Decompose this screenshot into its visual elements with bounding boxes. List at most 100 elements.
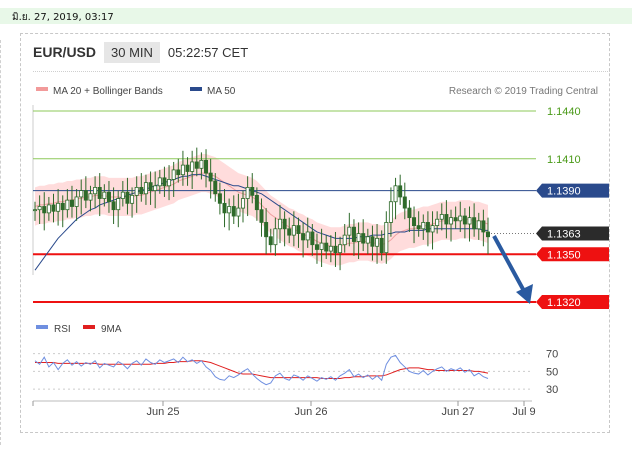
ma50-legend-swatch <box>190 87 202 91</box>
candle-body <box>361 233 366 244</box>
candle-body <box>185 164 190 172</box>
candle-body <box>458 215 463 222</box>
candle-body <box>208 172 213 182</box>
candle-body <box>388 201 393 223</box>
candle-body <box>222 202 227 214</box>
level-label-1.1410: 1.1410 <box>547 154 581 166</box>
level-label-1.1320: 1.1320 <box>547 297 581 309</box>
candle-body <box>259 209 264 223</box>
candle-body <box>97 186 102 199</box>
candle-body <box>120 191 125 199</box>
candle-body <box>444 214 449 225</box>
candle-body <box>51 204 56 212</box>
candle-body <box>245 186 250 199</box>
candle-body <box>462 215 467 225</box>
candle-body <box>291 225 296 236</box>
level-tag-1.1320 <box>536 295 609 309</box>
candle-body <box>384 222 389 254</box>
candle-body <box>365 236 370 244</box>
credit-label: Research © 2019 Trading Central <box>449 86 598 97</box>
candle-body <box>453 217 458 222</box>
candle-body <box>485 231 491 238</box>
candle-body <box>439 214 444 220</box>
candle-body <box>111 201 116 211</box>
candle-body <box>449 217 454 225</box>
candle-body <box>148 182 153 191</box>
bollinger-legend-swatch <box>36 87 48 91</box>
candle-body <box>393 185 398 203</box>
candle-body <box>83 190 88 201</box>
candle-body <box>416 225 421 230</box>
candle-body <box>287 228 292 236</box>
candle-body <box>319 242 324 250</box>
candle-body <box>268 236 273 246</box>
candle-body <box>171 169 176 180</box>
candle-body <box>139 186 144 195</box>
candle-body <box>310 231 315 246</box>
x-axis-layer: Jun 25 Jun 26 Jun 27 Jul 9 <box>32 401 536 418</box>
ma50-legend-label: MA 50 <box>207 86 236 97</box>
chart-time: 05:22:57 CET <box>167 44 249 60</box>
candle-body <box>296 225 301 234</box>
candle-body <box>116 198 121 211</box>
candle-body <box>227 206 232 214</box>
candle-body <box>467 217 472 225</box>
candle-body <box>79 190 84 198</box>
timestamp-bar: มิ.ย. 27, 2019, 03:17 <box>0 8 632 24</box>
candle-body <box>412 217 417 226</box>
level-label-1.1350: 1.1350 <box>547 249 581 261</box>
candle-body <box>472 217 477 230</box>
level-label-1.1363: 1.1363 <box>547 229 581 241</box>
rsi-legend-swatch <box>36 325 48 329</box>
x-tick-label: Jun 26 <box>294 406 327 418</box>
candle-body <box>347 226 352 236</box>
level-label-1.1440: 1.1440 <box>547 106 581 118</box>
candle-body <box>370 236 375 247</box>
candle-body <box>102 191 107 199</box>
x-tick-label: Jul 9 <box>512 406 535 418</box>
candle-body <box>130 194 135 204</box>
rsi-ma-line <box>35 360 489 379</box>
candle-body <box>134 186 139 196</box>
level-tag-1.1363 <box>536 226 609 241</box>
header-divider <box>33 71 610 72</box>
candle-body <box>398 185 403 198</box>
candle-body <box>425 222 430 233</box>
candle-body <box>65 199 70 211</box>
bollinger-legend-label: MA 20 + Bollinger Bands <box>53 86 163 97</box>
level-tag-1.1390 <box>536 183 609 198</box>
candle-body <box>176 169 181 176</box>
candle-body <box>106 191 111 203</box>
candle-body <box>476 220 481 230</box>
candle-body <box>157 177 162 187</box>
candle-body <box>305 231 310 241</box>
rsi-ma-legend-swatch <box>83 325 95 329</box>
candle-body <box>93 186 98 195</box>
candle-body <box>342 234 347 246</box>
candle-body <box>88 193 93 201</box>
timeframe-badge[interactable]: 30 MIN <box>104 41 160 63</box>
candle-body <box>333 245 338 254</box>
candle-body <box>153 185 158 191</box>
candle-body <box>277 218 282 230</box>
level-tag-1.1350 <box>536 247 609 262</box>
rsi-ma-legend-label: 9MA <box>101 324 122 335</box>
candle-body <box>250 186 255 196</box>
candle-body <box>37 206 42 211</box>
candle-body <box>328 245 333 252</box>
candle-body <box>435 218 440 227</box>
candle-body <box>379 237 384 254</box>
rsi-line <box>34 354 489 386</box>
candle-body <box>481 220 486 233</box>
candle-body <box>190 161 195 172</box>
candle-body <box>180 164 185 176</box>
candle-body <box>351 226 356 242</box>
candle-body <box>402 196 407 209</box>
candle-body <box>231 206 236 217</box>
timestamp: มิ.ย. 27, 2019, 03:17 <box>12 12 114 23</box>
candle-body <box>167 179 172 187</box>
candle-body <box>301 233 306 241</box>
candle-body <box>143 182 148 195</box>
candle-body <box>56 202 61 212</box>
